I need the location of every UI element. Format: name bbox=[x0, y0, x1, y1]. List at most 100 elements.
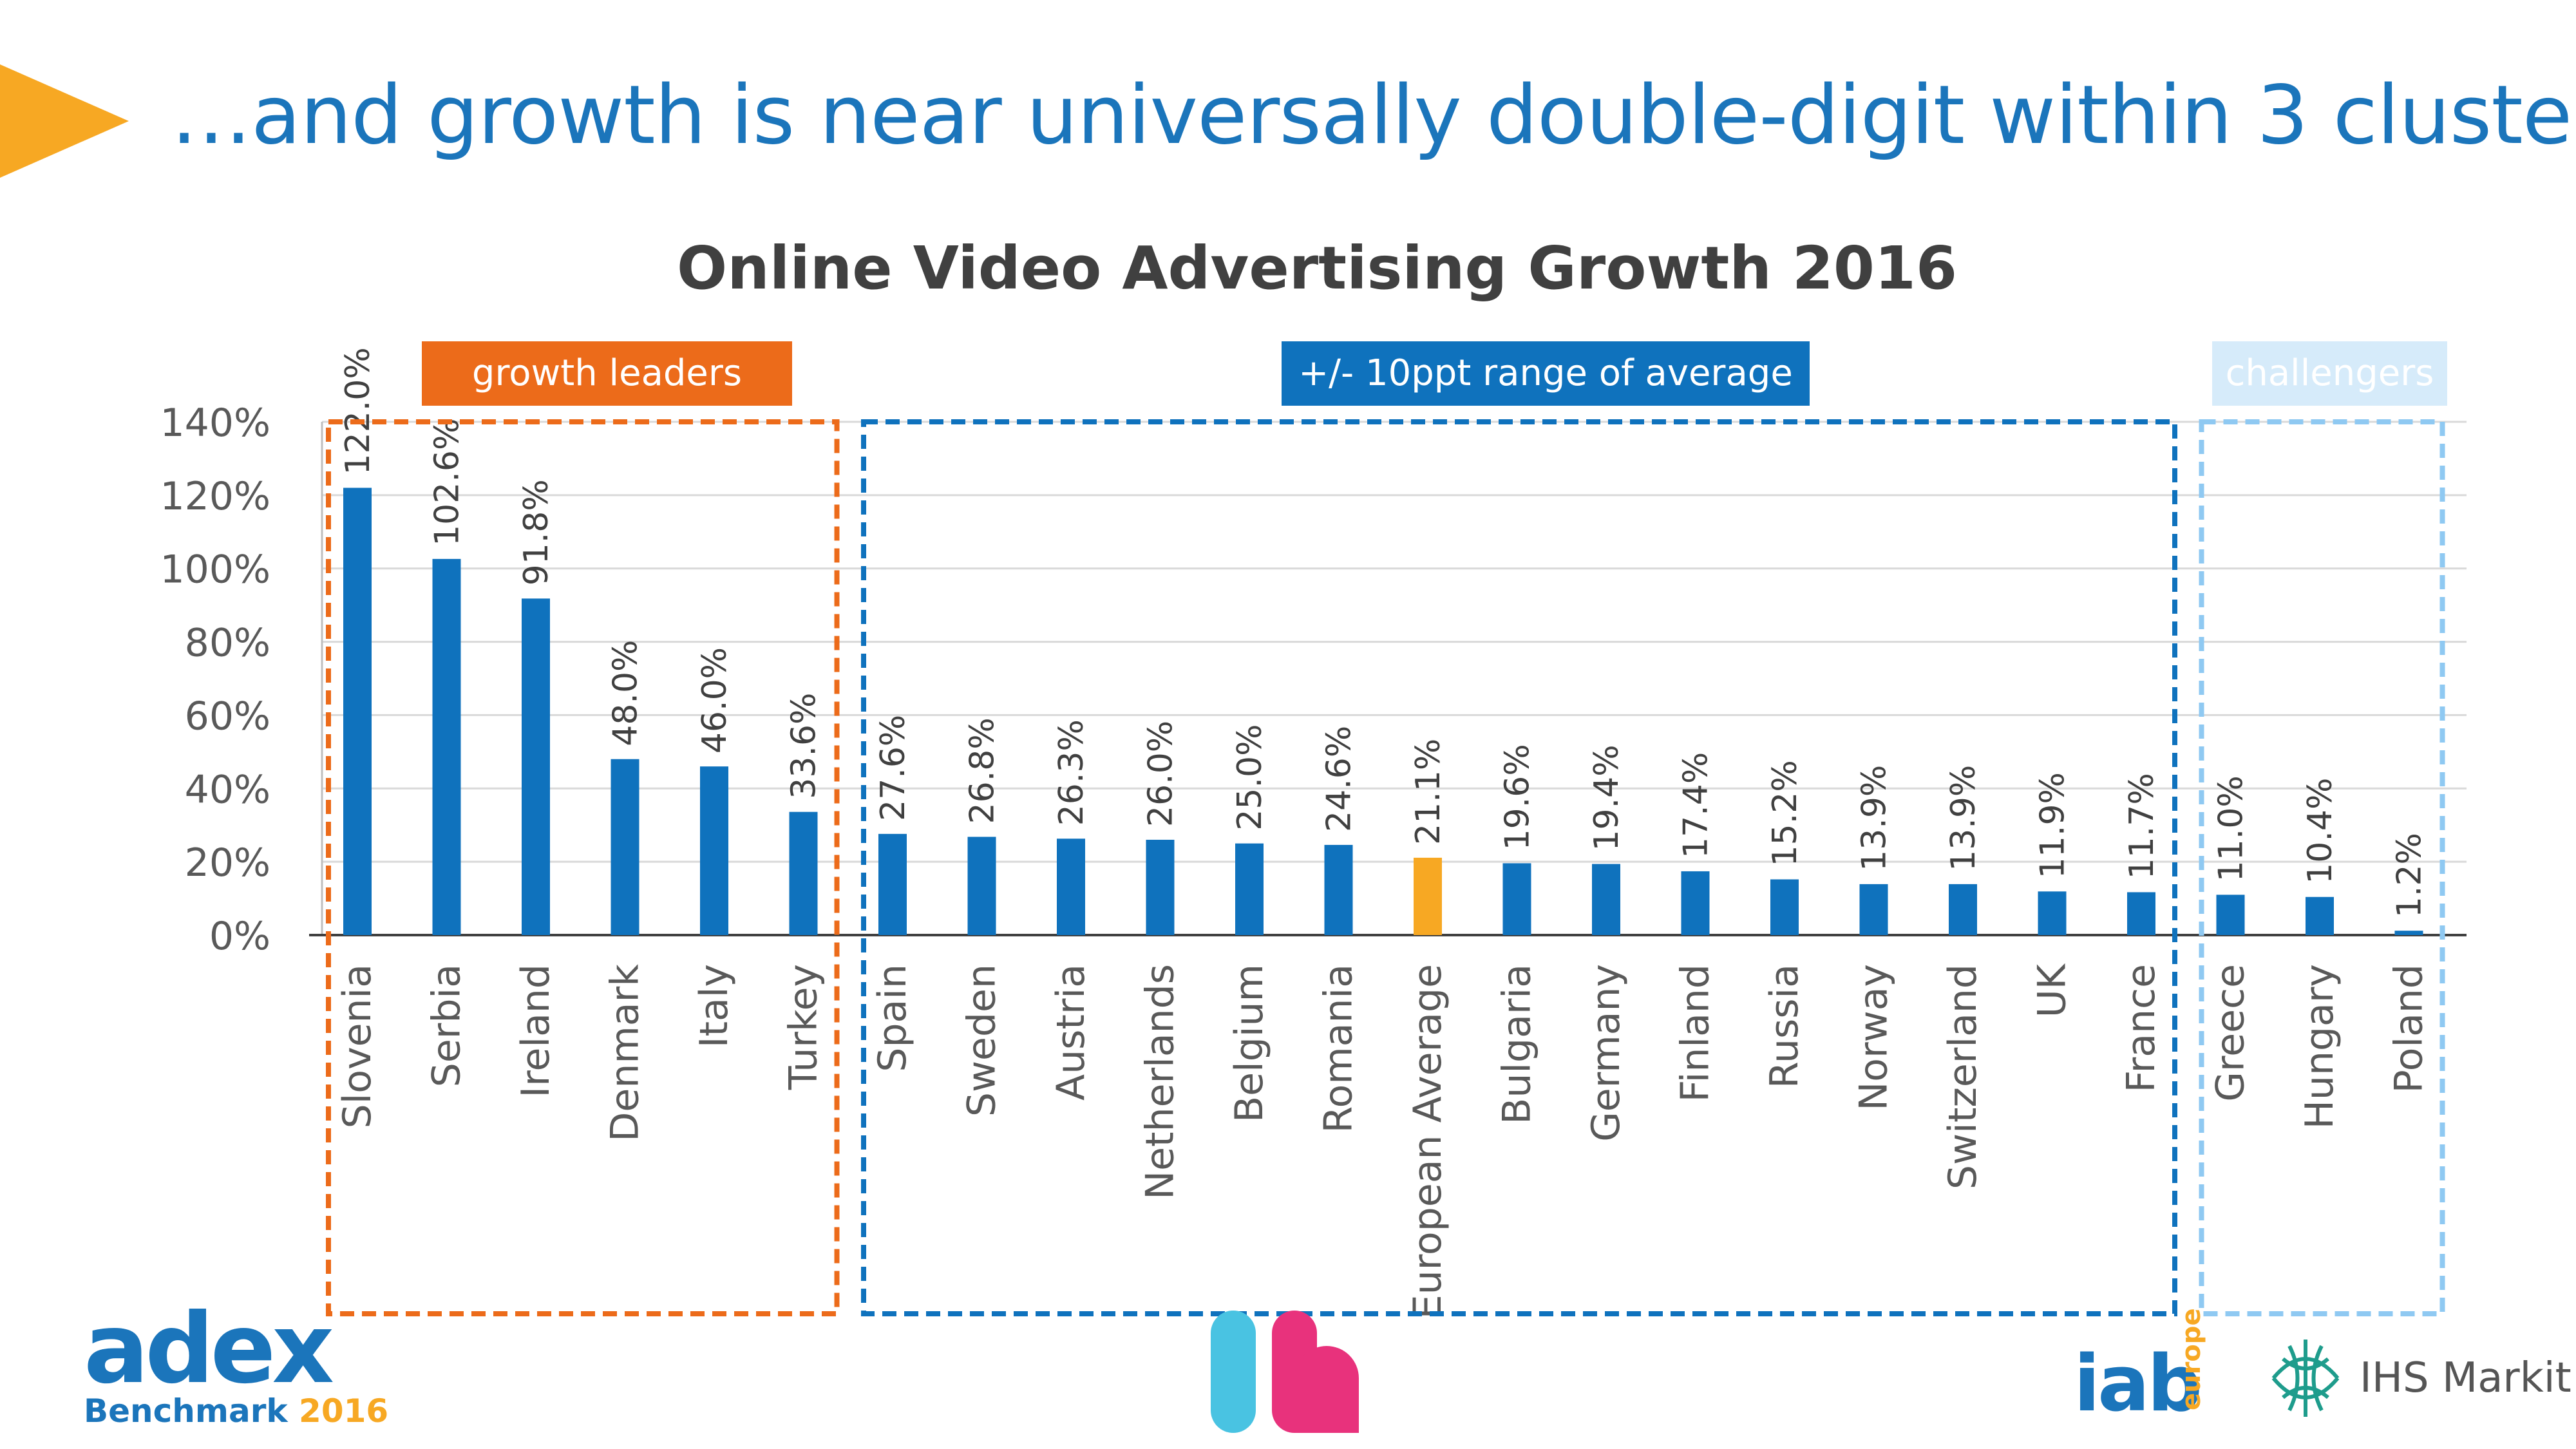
bar bbox=[1859, 884, 1888, 935]
ihs-globe-icon bbox=[2271, 1340, 2340, 1417]
bar bbox=[878, 833, 907, 935]
data-label: 26.8% bbox=[963, 717, 1002, 824]
y-tick-label: 120% bbox=[160, 474, 270, 519]
cluster-label: challengers bbox=[2226, 352, 2434, 394]
cluster-box-lightblue bbox=[2199, 419, 2445, 1316]
cluster-header-lightblue bbox=[2212, 341, 2447, 406]
chart-title: Online Video Advertising Growth 2016 bbox=[677, 234, 1957, 303]
bar bbox=[2127, 892, 2155, 935]
x-tick-label: Italy bbox=[692, 964, 737, 1048]
x-tick-label: Austria bbox=[1048, 964, 1094, 1101]
cluster-box-orange bbox=[326, 419, 840, 1316]
x-tick-label: Ireland bbox=[513, 964, 558, 1098]
data-label: 27.6% bbox=[874, 715, 913, 821]
cluster-label: +/- 10ppt range of average bbox=[1298, 352, 1793, 394]
bar bbox=[432, 558, 461, 935]
x-tick-label: Germany bbox=[1584, 964, 1629, 1142]
x-tick-label: Hungary bbox=[2297, 964, 2342, 1129]
data-label: 48.0% bbox=[607, 640, 645, 746]
bar bbox=[2038, 891, 2067, 935]
bar bbox=[2216, 895, 2245, 935]
x-tick-label: Denmark bbox=[603, 964, 648, 1142]
x-tick-label: Norway bbox=[1852, 964, 1897, 1111]
ihs-markit-text: IHS Markit bbox=[2360, 1354, 2571, 1402]
x-tick-label: Turkey bbox=[781, 964, 826, 1090]
bar bbox=[1770, 879, 1799, 935]
bar bbox=[1949, 884, 1977, 935]
iab-logo: iab bbox=[2074, 1340, 2202, 1429]
x-tick-label: Finland bbox=[1673, 964, 1718, 1102]
data-label: 15.2% bbox=[1766, 760, 1804, 866]
data-label: 19.6% bbox=[1499, 744, 1537, 850]
bar bbox=[1324, 844, 1353, 935]
bar bbox=[1592, 864, 1620, 935]
bar bbox=[1146, 839, 1175, 935]
x-tick-label: Greece bbox=[2208, 964, 2253, 1102]
ihs-markit-logo: IHS Markit bbox=[2260, 1333, 2571, 1423]
y-tick-label: 40% bbox=[185, 767, 270, 812]
adex-logo-word: adex bbox=[84, 1293, 334, 1405]
cluster-label: growth leaders bbox=[472, 352, 742, 394]
x-tick-label: Sweden bbox=[960, 964, 1005, 1117]
bar bbox=[343, 488, 372, 935]
data-label: 26.3% bbox=[1052, 719, 1091, 826]
iab-europe-label: europe bbox=[2177, 1308, 2206, 1410]
cluster-box-blue bbox=[861, 419, 2177, 1316]
data-label: 11.0% bbox=[2212, 775, 2251, 882]
x-tick-label: Slovenia bbox=[335, 964, 380, 1128]
x-tick-label: France bbox=[2119, 964, 2164, 1093]
x-tick-label: Netherlands bbox=[1138, 964, 1183, 1200]
data-label: 33.6% bbox=[785, 693, 824, 799]
data-label: 13.9% bbox=[1855, 765, 1894, 871]
bar bbox=[967, 837, 996, 935]
bar bbox=[611, 759, 639, 935]
bar bbox=[1502, 863, 1531, 935]
data-label: 1.2% bbox=[2391, 833, 2429, 918]
data-label: 122.0% bbox=[339, 347, 377, 475]
x-tick-label: Russia bbox=[1762, 964, 1807, 1088]
data-label: 11.9% bbox=[2034, 772, 2072, 878]
page-title: …and growth is near universally double-d… bbox=[171, 68, 2576, 162]
x-tick-label: Bulgaria bbox=[1495, 964, 1540, 1124]
bar bbox=[522, 598, 550, 935]
data-label: 46.0% bbox=[696, 647, 734, 753]
data-label: 91.8% bbox=[517, 479, 556, 585]
x-tick-label: Romania bbox=[1316, 964, 1361, 1133]
cluster-header-blue bbox=[1282, 341, 1810, 406]
data-label: 21.1% bbox=[1409, 739, 1448, 845]
bar bbox=[1057, 838, 1085, 935]
data-label: 19.4% bbox=[1587, 744, 1626, 851]
x-tick-label: Belgium bbox=[1227, 964, 1272, 1122]
y-tick-label: 0% bbox=[209, 914, 270, 959]
data-label: 13.9% bbox=[1944, 765, 1983, 871]
bar bbox=[2394, 931, 2423, 935]
data-label: 25.0% bbox=[1231, 724, 1269, 830]
y-tick-label: 140% bbox=[160, 401, 270, 446]
y-tick-label: 60% bbox=[185, 694, 270, 739]
data-label: 11.7% bbox=[2123, 773, 2161, 879]
y-tick-label: 20% bbox=[185, 840, 270, 886]
bar bbox=[2306, 896, 2334, 935]
y-tick-label: 80% bbox=[185, 621, 270, 666]
bar bbox=[700, 766, 728, 935]
x-tick-label: UK bbox=[2030, 963, 2075, 1018]
adex-logo: adex Benchmark 2016 bbox=[84, 1301, 388, 1430]
ib-heart-logo-icon bbox=[1211, 1311, 1359, 1433]
bar bbox=[1414, 857, 1442, 935]
bar bbox=[1681, 871, 1710, 935]
x-tick-label: European Average bbox=[1405, 964, 1450, 1319]
adex-logo-sub: Benchmark bbox=[84, 1392, 288, 1430]
adex-logo-year: 2016 bbox=[299, 1392, 389, 1430]
x-tick-label: Serbia bbox=[424, 964, 469, 1087]
data-label: 10.4% bbox=[2301, 778, 2340, 884]
x-tick-label: Switzerland bbox=[1940, 964, 1985, 1189]
y-tick-label: 100% bbox=[160, 547, 270, 592]
data-label: 17.4% bbox=[1677, 752, 1716, 858]
data-label: 24.6% bbox=[1320, 726, 1359, 832]
x-tick-label: Poland bbox=[2387, 964, 2432, 1093]
data-label: 26.0% bbox=[1142, 721, 1180, 827]
data-label: 102.6% bbox=[428, 419, 467, 546]
cluster-header-orange bbox=[422, 341, 792, 406]
